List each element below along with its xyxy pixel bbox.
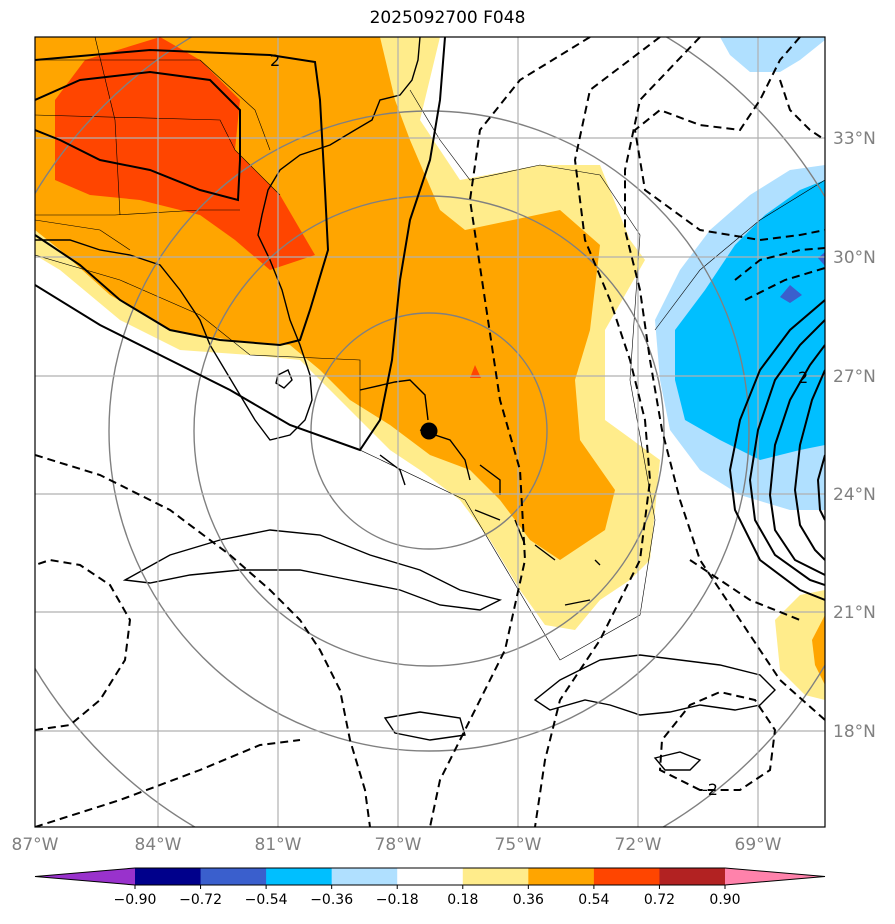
- contour-pos-3: [35, 37, 446, 452]
- colorbar-tick-label: −0.90: [114, 892, 157, 908]
- jamaica: [383, 711, 466, 741]
- lon-label: 78°W: [375, 835, 422, 855]
- gridlines: [35, 37, 825, 827]
- colorbar-extend-low: [35, 868, 135, 885]
- longitude-labels: 87°W 84°W 81°W 78°W 75°W 72°W 69°W: [12, 835, 782, 855]
- lake-okeechobee: [275, 369, 293, 389]
- range-rings: [35, 37, 825, 827]
- contour-pos-4: [728, 299, 825, 601]
- range-ring-2: [193, 195, 665, 667]
- colorbar-segment: [200, 868, 267, 885]
- contour-pos-8: [816, 454, 825, 521]
- colorbar-tick-label: 0.90: [709, 892, 740, 908]
- contour-neg-9: [35, 739, 301, 827]
- colorbar-tick-label: −0.18: [376, 892, 419, 908]
- contour-pos-2: [35, 70, 241, 202]
- colorbar-tick-label: −0.36: [310, 892, 353, 908]
- contour-neg-8: [35, 558, 132, 731]
- colorbar-tick-label: 0.72: [644, 892, 675, 908]
- lat-label: 33°N: [833, 129, 876, 149]
- shade-lower-right-orange: [812, 615, 825, 685]
- contour-neg-5: [779, 79, 825, 141]
- colorbar-segment: [397, 868, 464, 885]
- colorbar-tick-label: −0.54: [245, 892, 288, 908]
- contour-neg-6: [734, 247, 825, 301]
- shade-dark-blue: [780, 252, 825, 303]
- cuba: [122, 529, 503, 611]
- shade-red-orange: [55, 37, 315, 270]
- lon-label: 81°W: [255, 835, 302, 855]
- contour-neg-1: [429, 37, 591, 827]
- lon-label: 75°W: [495, 835, 542, 855]
- contour-neg-11: [689, 559, 801, 621]
- contour-pos-7: [793, 369, 825, 561]
- contour-neg-4: [633, 37, 825, 242]
- colorbar-tick-label: 0.36: [513, 892, 544, 908]
- shade-red-orange-small: [470, 365, 481, 378]
- us-east-coast: [35, 37, 421, 441]
- colorbar-segment: [462, 868, 529, 885]
- colorbar-extend-high: [725, 868, 825, 885]
- colorbar-segment: [593, 868, 660, 885]
- lat-label: 27°N: [833, 367, 876, 387]
- contour-pos-5: [748, 319, 825, 586]
- colorbar-segment: [135, 868, 202, 885]
- colorbar: −0.90 −0.72 −0.54 −0.36 −0.18 0.18 0.36 0.54 0.7…: [34, 867, 826, 908]
- coastlines: [35, 37, 776, 771]
- contours-negative: [35, 37, 825, 827]
- shade-blue: [675, 180, 825, 460]
- contour-pos-1: [35, 48, 330, 347]
- lat-label: 24°N: [833, 485, 876, 505]
- puerto-rico: [653, 751, 702, 771]
- latitude-labels: 33°N 30°N 27°N 24°N 21°N 18°N: [833, 129, 876, 742]
- lat-label: 21°N: [833, 603, 876, 623]
- range-ring-3: [108, 110, 750, 752]
- colorbar-tick-label: 0.18: [447, 892, 478, 908]
- storm-center-marker: [420, 422, 438, 440]
- shading-positive: [35, 37, 825, 700]
- lat-label: 18°N: [833, 722, 876, 742]
- contour-pos-6: [768, 344, 825, 576]
- colorbar-segment: [266, 868, 333, 885]
- lat-label: 30°N: [833, 248, 876, 268]
- shade-lower-right-yellow: [775, 590, 825, 700]
- colorbar-segment: [331, 868, 398, 885]
- contours-positive: [35, 37, 825, 601]
- contour-labels: 2 2 -2: [270, 51, 808, 799]
- contour-label-3: -2: [702, 780, 718, 799]
- shade-light-blue-top: [720, 37, 825, 72]
- range-ring-1: [310, 312, 548, 550]
- map-area: [35, 37, 825, 827]
- contour-neg-10: [658, 690, 777, 791]
- lon-label: 69°W: [735, 835, 782, 855]
- hispaniola: [533, 654, 776, 716]
- colorbar-tick-label: 0.54: [578, 892, 609, 908]
- map-frame: [34, 36, 826, 828]
- shading-negative: [655, 37, 825, 510]
- colorbar-segment: [528, 868, 595, 885]
- contour-label-1: 2: [270, 51, 280, 70]
- contour-label-2: 2: [798, 368, 808, 387]
- lon-label: 87°W: [12, 835, 59, 855]
- colorbar-tick-label: −0.72: [179, 892, 222, 908]
- bahamas: [359, 379, 601, 606]
- contour-neg-3: [624, 37, 825, 721]
- contour-neg-7: [35, 454, 371, 827]
- lon-label: 72°W: [615, 835, 662, 855]
- contour-neg-2: [534, 37, 661, 827]
- map-title: 2025092700 F048: [369, 8, 526, 28]
- colorbar-segment: [659, 868, 726, 885]
- lon-label: 84°W: [135, 835, 182, 855]
